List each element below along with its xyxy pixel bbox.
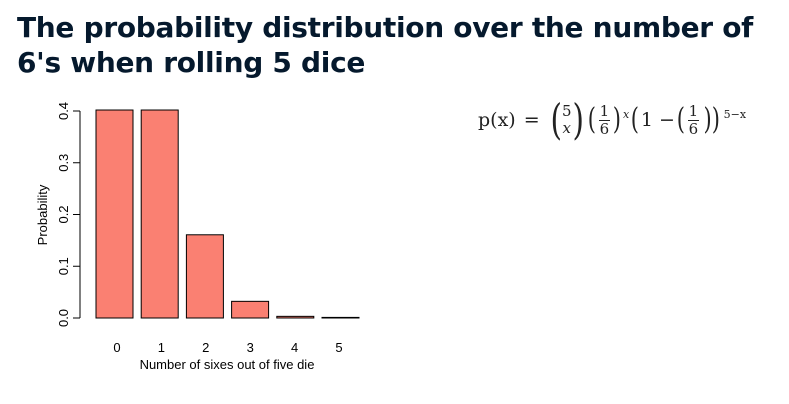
formula-equals: = [523, 109, 540, 131]
frac-right-paren: ) [612, 102, 622, 137]
x-tick-label-0: 0 [113, 340, 120, 355]
slide-title: The probability distribution over the nu… [17, 11, 754, 79]
frac-left-paren: ( [587, 102, 596, 137]
fraction-one-sixth: 1 6 [598, 101, 611, 138]
x-tick-label-4: 4 [291, 340, 298, 355]
frac2-numerator: 1 [687, 101, 700, 121]
y-axis: 0.0 0.1 0.2 0.3 0.4 [56, 102, 81, 327]
frac-denominator: 6 [599, 119, 610, 138]
x-tick-label-1: 1 [158, 340, 165, 355]
y-tick-label-0.3: 0.3 [56, 154, 71, 172]
bars [95, 109, 360, 319]
bar-1 [140, 109, 179, 319]
frac2-right-paren: )) [703, 102, 721, 137]
outer-left-paren: ( [630, 102, 640, 137]
power-rest: 5−x [723, 107, 747, 121]
power-x: x [622, 107, 630, 121]
binom-right-paren: ) [572, 95, 584, 144]
binom-top: 5 [562, 102, 572, 120]
bar-3 [231, 300, 270, 319]
x-tick-label-2: 2 [202, 340, 209, 355]
y-tick-label-0.1: 0.1 [56, 257, 71, 275]
x-tick-label-5: 5 [335, 340, 342, 355]
bar-5 [321, 316, 360, 319]
x-tick-label-3: 3 [247, 340, 254, 355]
probability-formula: p(x) = ( 5 x ) ( 1 6 ) x ( 1 − ( 1 6 )) … [478, 90, 778, 150]
bar-4 [276, 315, 315, 319]
fraction-one-sixth-2: 1 6 [687, 101, 700, 138]
binomial-coefficient: 5 x [562, 103, 572, 137]
frac-numerator: 1 [598, 101, 611, 121]
frac2-denominator: 6 [688, 119, 699, 138]
x-axis-tick-labels: 0 1 2 3 4 5 [113, 340, 342, 355]
formula-lhs: p(x) [478, 109, 516, 131]
bar-2 [185, 234, 224, 319]
y-tick-label-0.4: 0.4 [56, 102, 71, 120]
y-axis-label: Probability [35, 184, 50, 245]
bar-0 [95, 109, 134, 319]
one-minus: 1 − [640, 109, 675, 131]
binom-left-paren: ( [550, 95, 562, 144]
y-tick-label-0.0: 0.0 [56, 309, 71, 327]
x-axis-label: Number of sixes out of five die [140, 357, 315, 372]
frac2-left-paren: ( [676, 102, 685, 137]
y-tick-label-0.2: 0.2 [56, 205, 71, 223]
binom-bottom: x [562, 119, 572, 137]
